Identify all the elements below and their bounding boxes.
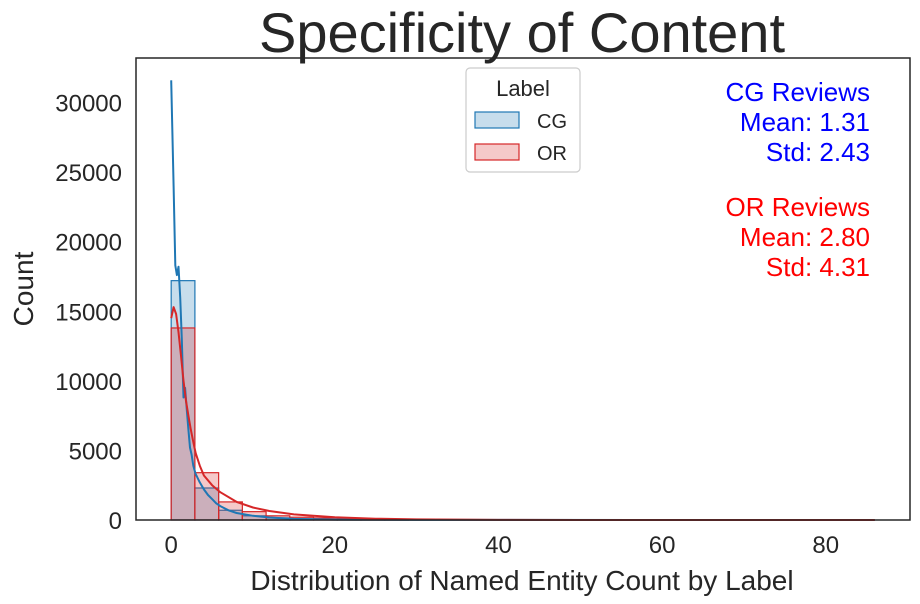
- plot-frame: [135, 57, 911, 521]
- x-tick-label: 0: [165, 532, 178, 559]
- legend-box: [465, 67, 581, 173]
- or-kde-line: [170, 306, 875, 521]
- y-axis-label: Count: [8, 251, 39, 326]
- cg-stats-title: CG Reviews: [726, 77, 870, 107]
- y-tick-label: 0: [109, 508, 122, 535]
- legend: Label CG OR: [465, 67, 581, 173]
- legend-swatch-cg: [474, 111, 520, 129]
- legend-label-cg: CG: [537, 111, 567, 133]
- legend-swatch-or: [474, 143, 520, 161]
- x-tick-label: 80: [812, 532, 839, 559]
- stats-annotation-or: OR Reviews Mean: 2.80 Std: 4.31: [726, 192, 870, 282]
- axis-ticks: 0 20 40 60 80 0 5000 10000 15000 20000 25000 30000: [55, 91, 839, 559]
- or-stats-std: Std: 4.31: [766, 252, 870, 282]
- y-tick-label: 20000: [55, 230, 122, 257]
- cg-stats-mean: Mean: 1.31: [740, 107, 870, 137]
- or-histogram-bars: [170, 327, 410, 521]
- x-tick-label: 60: [649, 532, 676, 559]
- y-tick-label: 5000: [69, 438, 122, 465]
- cg-kde-line: [170, 80, 875, 521]
- y-tick-label: 30000: [55, 91, 122, 118]
- y-tick-label: 10000: [55, 369, 122, 396]
- or-stats-title: OR Reviews: [726, 192, 870, 222]
- y-tick-label: 25000: [55, 160, 122, 187]
- x-tick-label: 40: [485, 532, 512, 559]
- y-tick-label: 15000: [55, 299, 122, 326]
- x-axis-label: Distribution of Named Entity Count by La…: [250, 565, 793, 596]
- cg-stats-std: Std: 2.43: [766, 137, 870, 167]
- chart-title: Specificity of Content: [259, 1, 785, 64]
- legend-title: Label: [496, 76, 550, 101]
- legend-label-or: OR: [537, 143, 567, 165]
- x-tick-label: 20: [321, 532, 348, 559]
- stats-annotation-cg: CG Reviews Mean: 1.31 Std: 2.43: [726, 77, 870, 167]
- or-stats-mean: Mean: 2.80: [740, 222, 870, 252]
